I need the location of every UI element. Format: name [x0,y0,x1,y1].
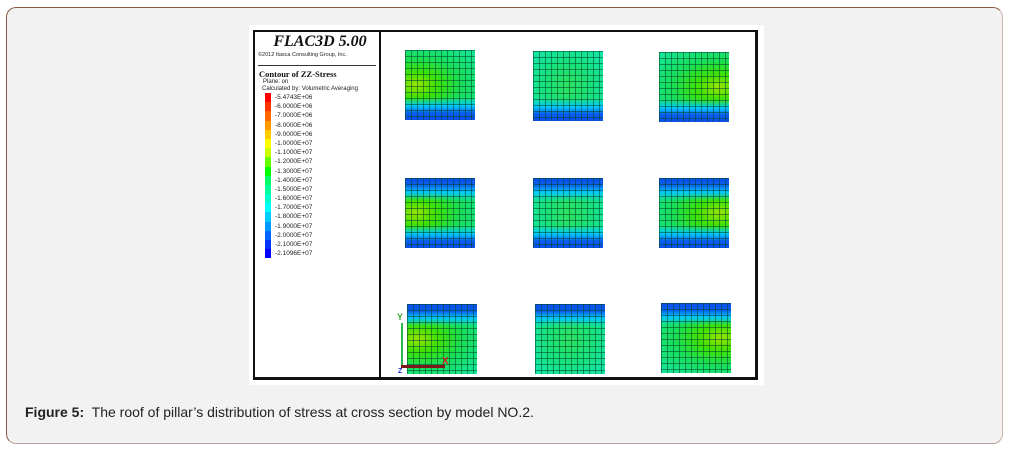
mesh-grid [659,52,729,122]
axis-triad: Y X Z [395,312,465,375]
pillar-r1-c1 [405,50,475,120]
legend-swatch [265,175,271,185]
legend-swatch [265,184,271,195]
pillar-r3-c1 [407,304,477,374]
caption-text: The roof of pillar’s distribution of str… [91,404,534,420]
legend-swatch [265,138,271,149]
legend-label: -1.0000E+07 [275,139,313,147]
legend-swatch [265,212,271,222]
contour-title: Contour of ZZ-Stress [259,69,337,79]
pillar-r3-c2 [535,304,605,374]
legend-swatch [265,129,271,139]
pillar-r2-c3 [659,178,729,248]
legend-swatch [265,93,271,103]
pillar-r1-c2 [533,51,603,121]
mesh-grid [659,178,729,248]
legend-swatch [265,194,271,204]
legend-swatch [265,203,271,213]
x-axis-arrow [401,365,445,368]
mesh-grid [661,303,731,373]
legend-swatch [265,230,271,240]
legend-label: -9.0000E+06 [275,130,313,138]
title-divider [258,65,376,66]
mesh-grid [407,304,477,374]
legend-swatch [265,166,271,176]
legend-swatch [265,111,271,121]
pillar-r2-c1 [405,178,475,248]
legend-label: -1.5000E+07 [275,185,313,193]
y-axis-arrow [401,323,403,366]
legend-swatch [265,148,271,158]
figure-caption: Figure 5: The roof of pillar’s distribut… [25,404,534,420]
axis-label-z: Z [398,368,403,375]
legend-label: -1.3000E+07 [275,167,313,175]
legend-swatch [265,157,271,167]
software-title: FLAC3D 5.00 [273,33,367,50]
legend-swatch [265,240,271,250]
mesh-grid [535,304,605,374]
pillar-r2-c2 [533,178,603,248]
legend-label: -1.6000E+07 [275,195,313,203]
legend-swatch [265,120,271,130]
legend-label: -1.1000E+07 [275,149,313,157]
legend-label: -2.1096E+07 [275,250,313,258]
legend-label: -8.0000E+06 [275,121,313,129]
flac3d-plot-frame: FLAC3D 5.00 ©2012 Itasca Consulting Grou… [253,30,758,380]
legend-swatch [265,249,271,259]
legend-swatch [265,221,271,231]
legend-label: -1.9000E+07 [275,222,313,230]
legend-label: -5.4743E+06 [275,94,313,101]
copyright-text: ©2012 Itasca Consulting Group, Inc. [258,52,347,58]
axis-label-y: Y [397,312,404,322]
legend-label: -7.0000E+06 [275,112,313,120]
mesh-grid [533,178,603,248]
legend-label: -2.0000E+07 [275,231,313,239]
legend-swatch [265,102,271,112]
legend-panel: FLAC3D 5.00 ©2012 Itasca Consulting Grou… [255,32,381,377]
mesh-grid [405,50,475,120]
legend-label: -2.1000E+07 [275,241,313,248]
plot-area: Y X Z [381,32,755,377]
legend-label: -1.8000E+07 [275,213,313,221]
caption-label: Figure 5: [25,404,85,420]
pillar-r3-c3 [661,303,731,373]
calculated-by-text: Calculated by: Volumetric Averaging [262,86,358,92]
mesh-grid [405,178,475,248]
mesh-grid [533,51,603,121]
axis-label-x: X [442,356,449,367]
legend-label: -1.7000E+07 [275,204,313,212]
plane-text: Plane: on [263,79,289,85]
pillar-r1-c3 [659,52,729,122]
legend-label: -1.2000E+07 [275,158,313,166]
legend-label: -1.4000E+07 [275,176,313,184]
legend-label: -6.0000E+06 [275,103,313,111]
figure-image: FLAC3D 5.00 ©2012 Itasca Consulting Grou… [249,25,764,385]
